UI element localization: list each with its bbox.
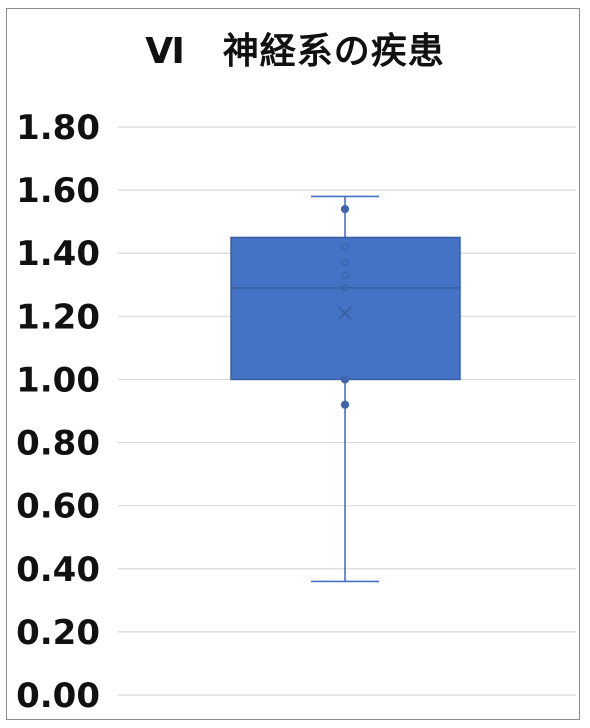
box-iqr bbox=[230, 236, 461, 381]
y-tick-label: 0.60 bbox=[16, 487, 100, 527]
data-point bbox=[340, 204, 350, 214]
y-tick-label: 1.20 bbox=[16, 297, 100, 337]
data-point bbox=[341, 284, 349, 292]
y-tick-label: 0.00 bbox=[16, 676, 100, 716]
data-point bbox=[341, 259, 349, 267]
y-tick-label: 0.80 bbox=[16, 424, 100, 464]
data-point bbox=[341, 271, 349, 279]
y-tick-label: 1.60 bbox=[16, 171, 100, 211]
chart-title: Ⅵ 神経系の疾患 bbox=[145, 31, 445, 72]
mean-marker bbox=[338, 306, 352, 320]
data-point bbox=[340, 400, 350, 409]
data-point bbox=[341, 243, 349, 251]
y-tick-label: 1.80 bbox=[16, 108, 100, 148]
y-tick-label: 1.00 bbox=[16, 360, 100, 400]
y-tick-label: 0.40 bbox=[16, 550, 100, 590]
data-point bbox=[340, 375, 350, 384]
y-tick-label: 0.20 bbox=[16, 613, 100, 653]
y-tick-label: 1.40 bbox=[16, 234, 100, 274]
